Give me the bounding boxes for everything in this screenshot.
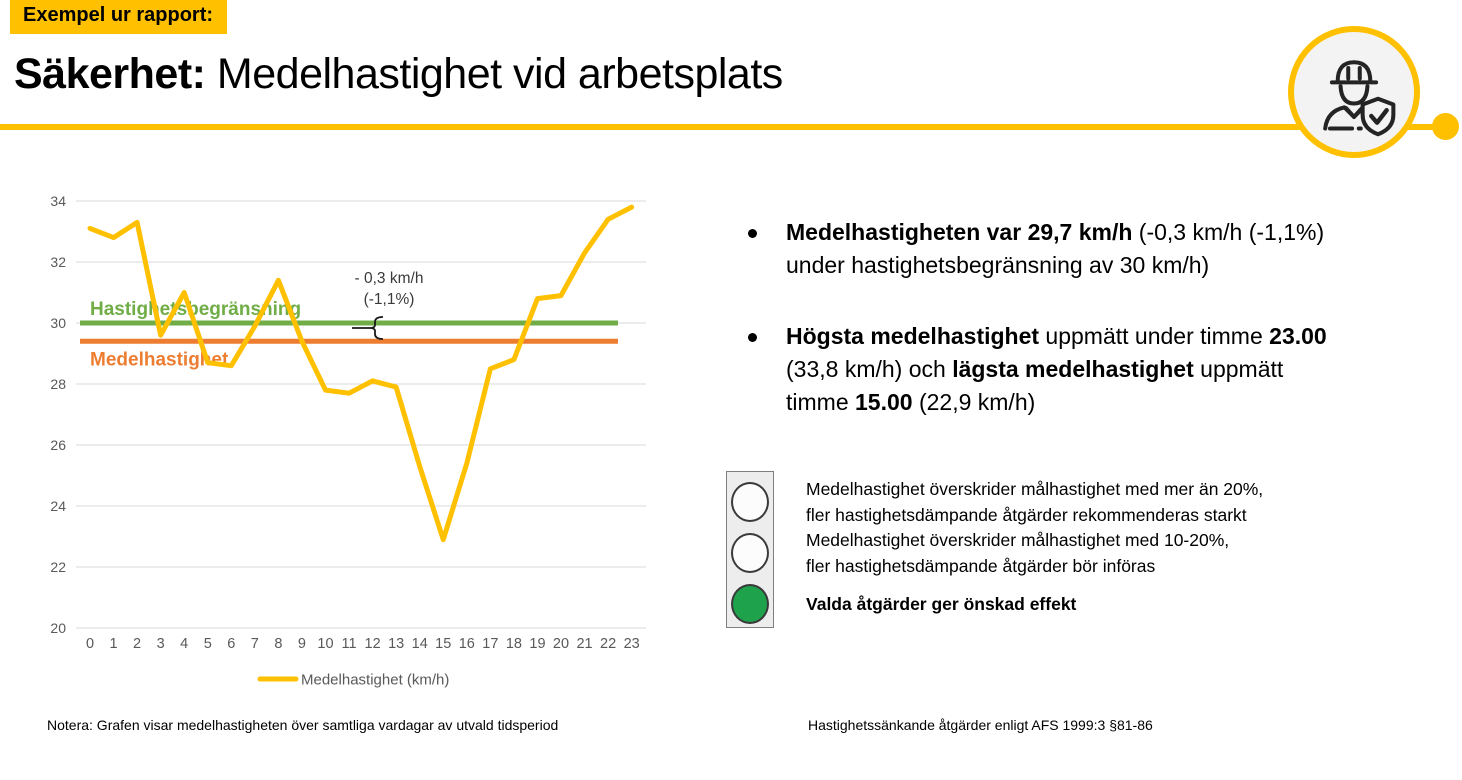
x-axis-tick-label: 14: [412, 636, 428, 652]
x-axis-tick-label: 5: [204, 636, 212, 652]
x-axis-tick-label: 10: [317, 636, 333, 652]
x-axis-tick-label: 8: [274, 636, 282, 652]
x-axis-tick-label: 20: [553, 636, 569, 652]
report-example-badge: Exempel ur rapport:: [10, 0, 228, 34]
x-axis-tick-label: 9: [298, 636, 306, 652]
x-axis-tick-label: 2: [133, 636, 141, 652]
traffic-level1-line2: fler hastighetsdämpande åtgärder rekomme…: [806, 505, 1247, 525]
x-axis-tick-label: 19: [529, 636, 545, 652]
x-axis-tick-label: 12: [365, 636, 381, 652]
traffic-level3-description: Valda åtgärder ger önskad effekt: [806, 591, 1446, 617]
list-item: Medelhastigheten var 29,7 km/h (-0,3 km/…: [742, 216, 1442, 282]
worker-with-shield-icon-svg: [1323, 60, 1396, 137]
traffic-light-yellow-slot-icon: [731, 533, 769, 573]
y-axis-tick-label: 20: [50, 620, 66, 636]
traffic-level1-description: Medelhastighet överskrider målhastighet …: [806, 476, 1446, 528]
regulation-footnote: Hastighetssänkande åtgärder enligt AFS 1…: [808, 717, 1153, 733]
traffic-level2-description: Medelhastighet överskrider målhastighet …: [806, 527, 1446, 579]
y-axis-tick-label: 34: [50, 193, 66, 209]
x-axis-tick-label: 4: [180, 636, 188, 652]
min-speed-label: lägsta medelhastighet: [952, 356, 1194, 382]
bullet2-line2: (33,8 km/h) och lägsta medelhastighet up…: [786, 356, 1284, 382]
diff-annotation-line1: - 0,3 km/h: [355, 270, 424, 287]
x-axis-tick-label: 1: [110, 636, 118, 652]
traffic-light-green-icon: [731, 584, 769, 624]
traffic-level2-line2: fler hastighetsdämpande åtgärder bör inf…: [806, 556, 1156, 576]
x-axis-tick-label: 17: [482, 636, 498, 652]
chart-footnote: Notera: Grafen visar medelhastigheten öv…: [47, 717, 559, 733]
x-axis-tick-label: 22: [600, 636, 616, 652]
x-axis-tick-label: 7: [251, 636, 259, 652]
x-axis-tick-label: 13: [388, 636, 404, 652]
diff-brace-icon: [352, 316, 384, 340]
traffic-light-red-slot-icon: [731, 482, 769, 522]
diff-annotation-line2: (-1,1%): [364, 291, 415, 308]
x-axis-tick-label: 0: [86, 636, 94, 652]
avg-speed-value-text: Medelhastigheten var 29,7 km/h: [786, 219, 1133, 245]
x-axis-tick-label: 23: [624, 636, 640, 652]
average-speed-chart-container: 20 22 24 26 28 30 32 34 0 1 2 3 4 5 6 7 8 9 10 11 12 13 14 15 16…: [0, 150, 700, 710]
ref-line-label: Hastighetsbegränsning: [90, 299, 301, 320]
y-axis-tick-label: 24: [50, 498, 66, 514]
max-speed-label: Högsta medelhastighet: [786, 323, 1040, 349]
key-findings-list: Medelhastigheten var 29,7 km/h (-0,3 km/…: [742, 216, 1442, 457]
speed-limit-text: under hastighetsbegränsning av 30 km/h): [786, 252, 1210, 278]
traffic-level3-line1: Valda åtgärder ger önskad effekt: [806, 594, 1077, 614]
traffic-level1-line1: Medelhastighet överskrider målhastighet …: [806, 479, 1264, 499]
bullet1-line2: under hastighetsbegränsning av 30 km/h): [786, 249, 1442, 282]
page-title-bold: Säkerhet:: [14, 50, 206, 98]
ref-line-label: Medelhastighet: [90, 349, 229, 370]
page-title: Säkerhet: Medelhastighet vid arbetsplats: [14, 50, 783, 99]
bullet1-line1: Medelhastigheten var 29,7 km/h (-0,3 km/…: [786, 216, 1442, 249]
max-speed-hour: 23.00: [1269, 323, 1327, 349]
x-axis-tick-label: 18: [506, 636, 522, 652]
bullet2-line3: timme 15.00 (22,9 km/h): [786, 389, 1036, 415]
y-axis-tick-label: 30: [50, 315, 66, 331]
legend-label: Medelhastighet (km/h): [301, 672, 449, 689]
rule-end-dot: [1432, 113, 1459, 140]
x-axis-tick-label: 21: [576, 636, 592, 652]
list-item: Högsta medelhastighet uppmätt under timm…: [742, 320, 1442, 419]
y-axis-tick-label: 32: [50, 254, 66, 270]
average-speed-series-line: [87, 204, 635, 543]
min-speed-hour: 15.00: [855, 389, 913, 415]
x-axis-tick-label: 15: [435, 636, 451, 652]
page-title-regular: Medelhastighet vid arbetsplats: [205, 50, 783, 98]
y-axis-tick-label: 28: [50, 376, 66, 392]
y-axis-tick-label: 22: [50, 559, 66, 575]
y-axis-tick-label: 26: [50, 437, 66, 453]
traffic-level2-line1: Medelhastighet överskrider målhastighet …: [806, 530, 1230, 550]
x-axis-tick-label: 3: [157, 636, 165, 652]
avg-speed-diff-text: (-0,3 km/h (-1,1%): [1132, 219, 1325, 245]
worker-with-shield-icon: [1288, 26, 1420, 158]
x-axis-tick-label: 16: [459, 636, 475, 652]
title-underline-rule: [0, 124, 1446, 130]
x-axis-tick-label: 11: [342, 636, 357, 652]
bullet2-line1: Högsta medelhastighet uppmätt under timm…: [786, 323, 1327, 349]
x-axis-tick-label: 6: [227, 636, 235, 652]
